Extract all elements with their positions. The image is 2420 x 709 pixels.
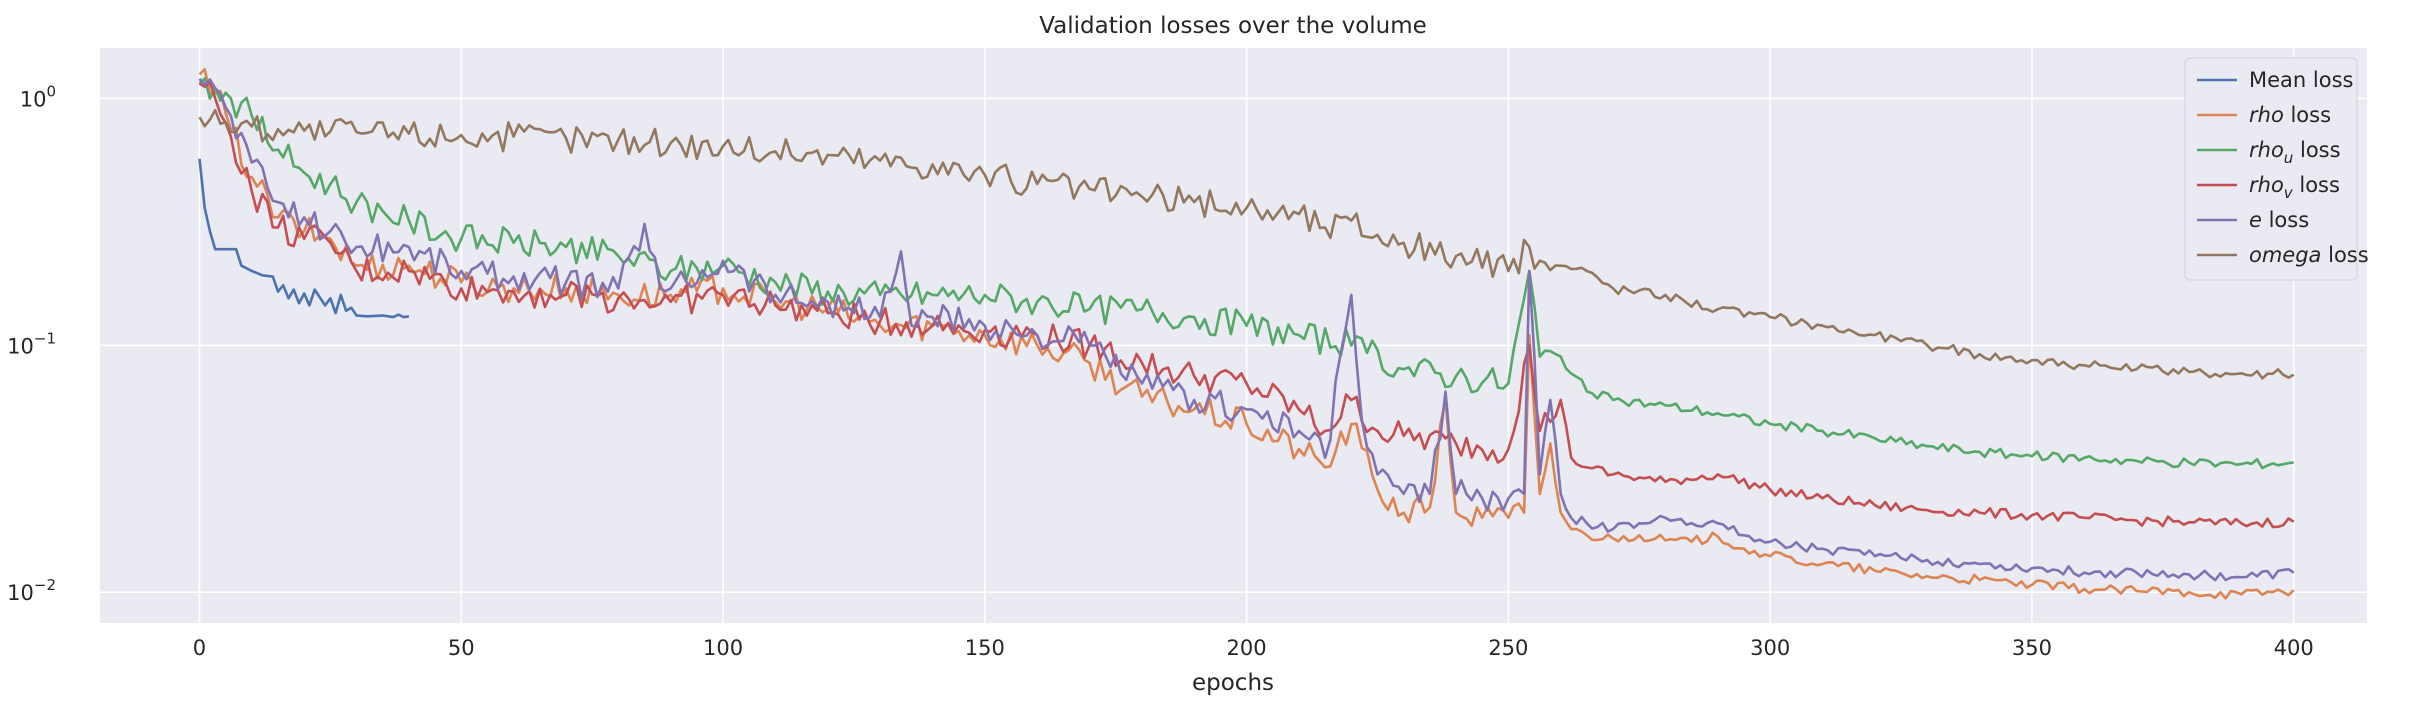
legend-label: rho loss xyxy=(2249,103,2331,127)
y-axis: 100 10−1 10−2 xyxy=(7,82,56,605)
y-tick-label: 10−2 xyxy=(7,576,56,605)
x-tick-label: 350 xyxy=(2012,636,2052,660)
x-tick-label: 300 xyxy=(1750,636,1790,660)
plot-area xyxy=(100,48,2367,623)
x-axis: 0 50 100 150 200 250 300 350 400 xyxy=(193,636,2314,660)
series-line-0 xyxy=(198,158,410,319)
series-line-4 xyxy=(198,77,2295,582)
x-tick-label: 100 xyxy=(703,636,743,660)
x-tick-label: 400 xyxy=(2274,636,2314,660)
grid xyxy=(100,48,2367,623)
y-tick-label: 10−1 xyxy=(7,329,56,358)
series-line-3 xyxy=(198,80,2295,529)
x-tick-label: 250 xyxy=(1488,636,1528,660)
legend-label: e loss xyxy=(2249,208,2309,232)
chart-title: Validation losses over the volume xyxy=(1039,13,1427,39)
series-line-2 xyxy=(198,77,2294,470)
legend-label: omega loss xyxy=(2249,243,2369,267)
x-axis-label: epochs xyxy=(1192,670,1274,696)
legend-label: Mean loss xyxy=(2249,68,2353,92)
legend-label: rhou loss xyxy=(2249,138,2341,167)
legend: Mean loss rho loss rhou loss rhov loss e los… xyxy=(2184,57,2369,281)
series-line-1 xyxy=(198,68,2295,600)
x-tick-label: 150 xyxy=(965,636,1005,660)
series-line-5 xyxy=(198,108,2295,380)
y-tick-label: 100 xyxy=(20,82,56,111)
series-lines xyxy=(198,68,2295,600)
x-tick-label: 0 xyxy=(193,636,206,660)
legend-box xyxy=(2184,57,2358,281)
x-tick-label: 200 xyxy=(1227,636,1267,660)
legend-label: rhov loss xyxy=(2249,173,2340,202)
x-tick-label: 50 xyxy=(448,636,475,660)
